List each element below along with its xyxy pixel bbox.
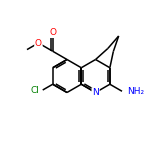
- Text: O: O: [49, 28, 56, 36]
- Text: O: O: [35, 38, 42, 47]
- Text: NH₂: NH₂: [127, 87, 144, 96]
- Text: N: N: [92, 88, 99, 97]
- Text: Cl: Cl: [31, 86, 40, 95]
